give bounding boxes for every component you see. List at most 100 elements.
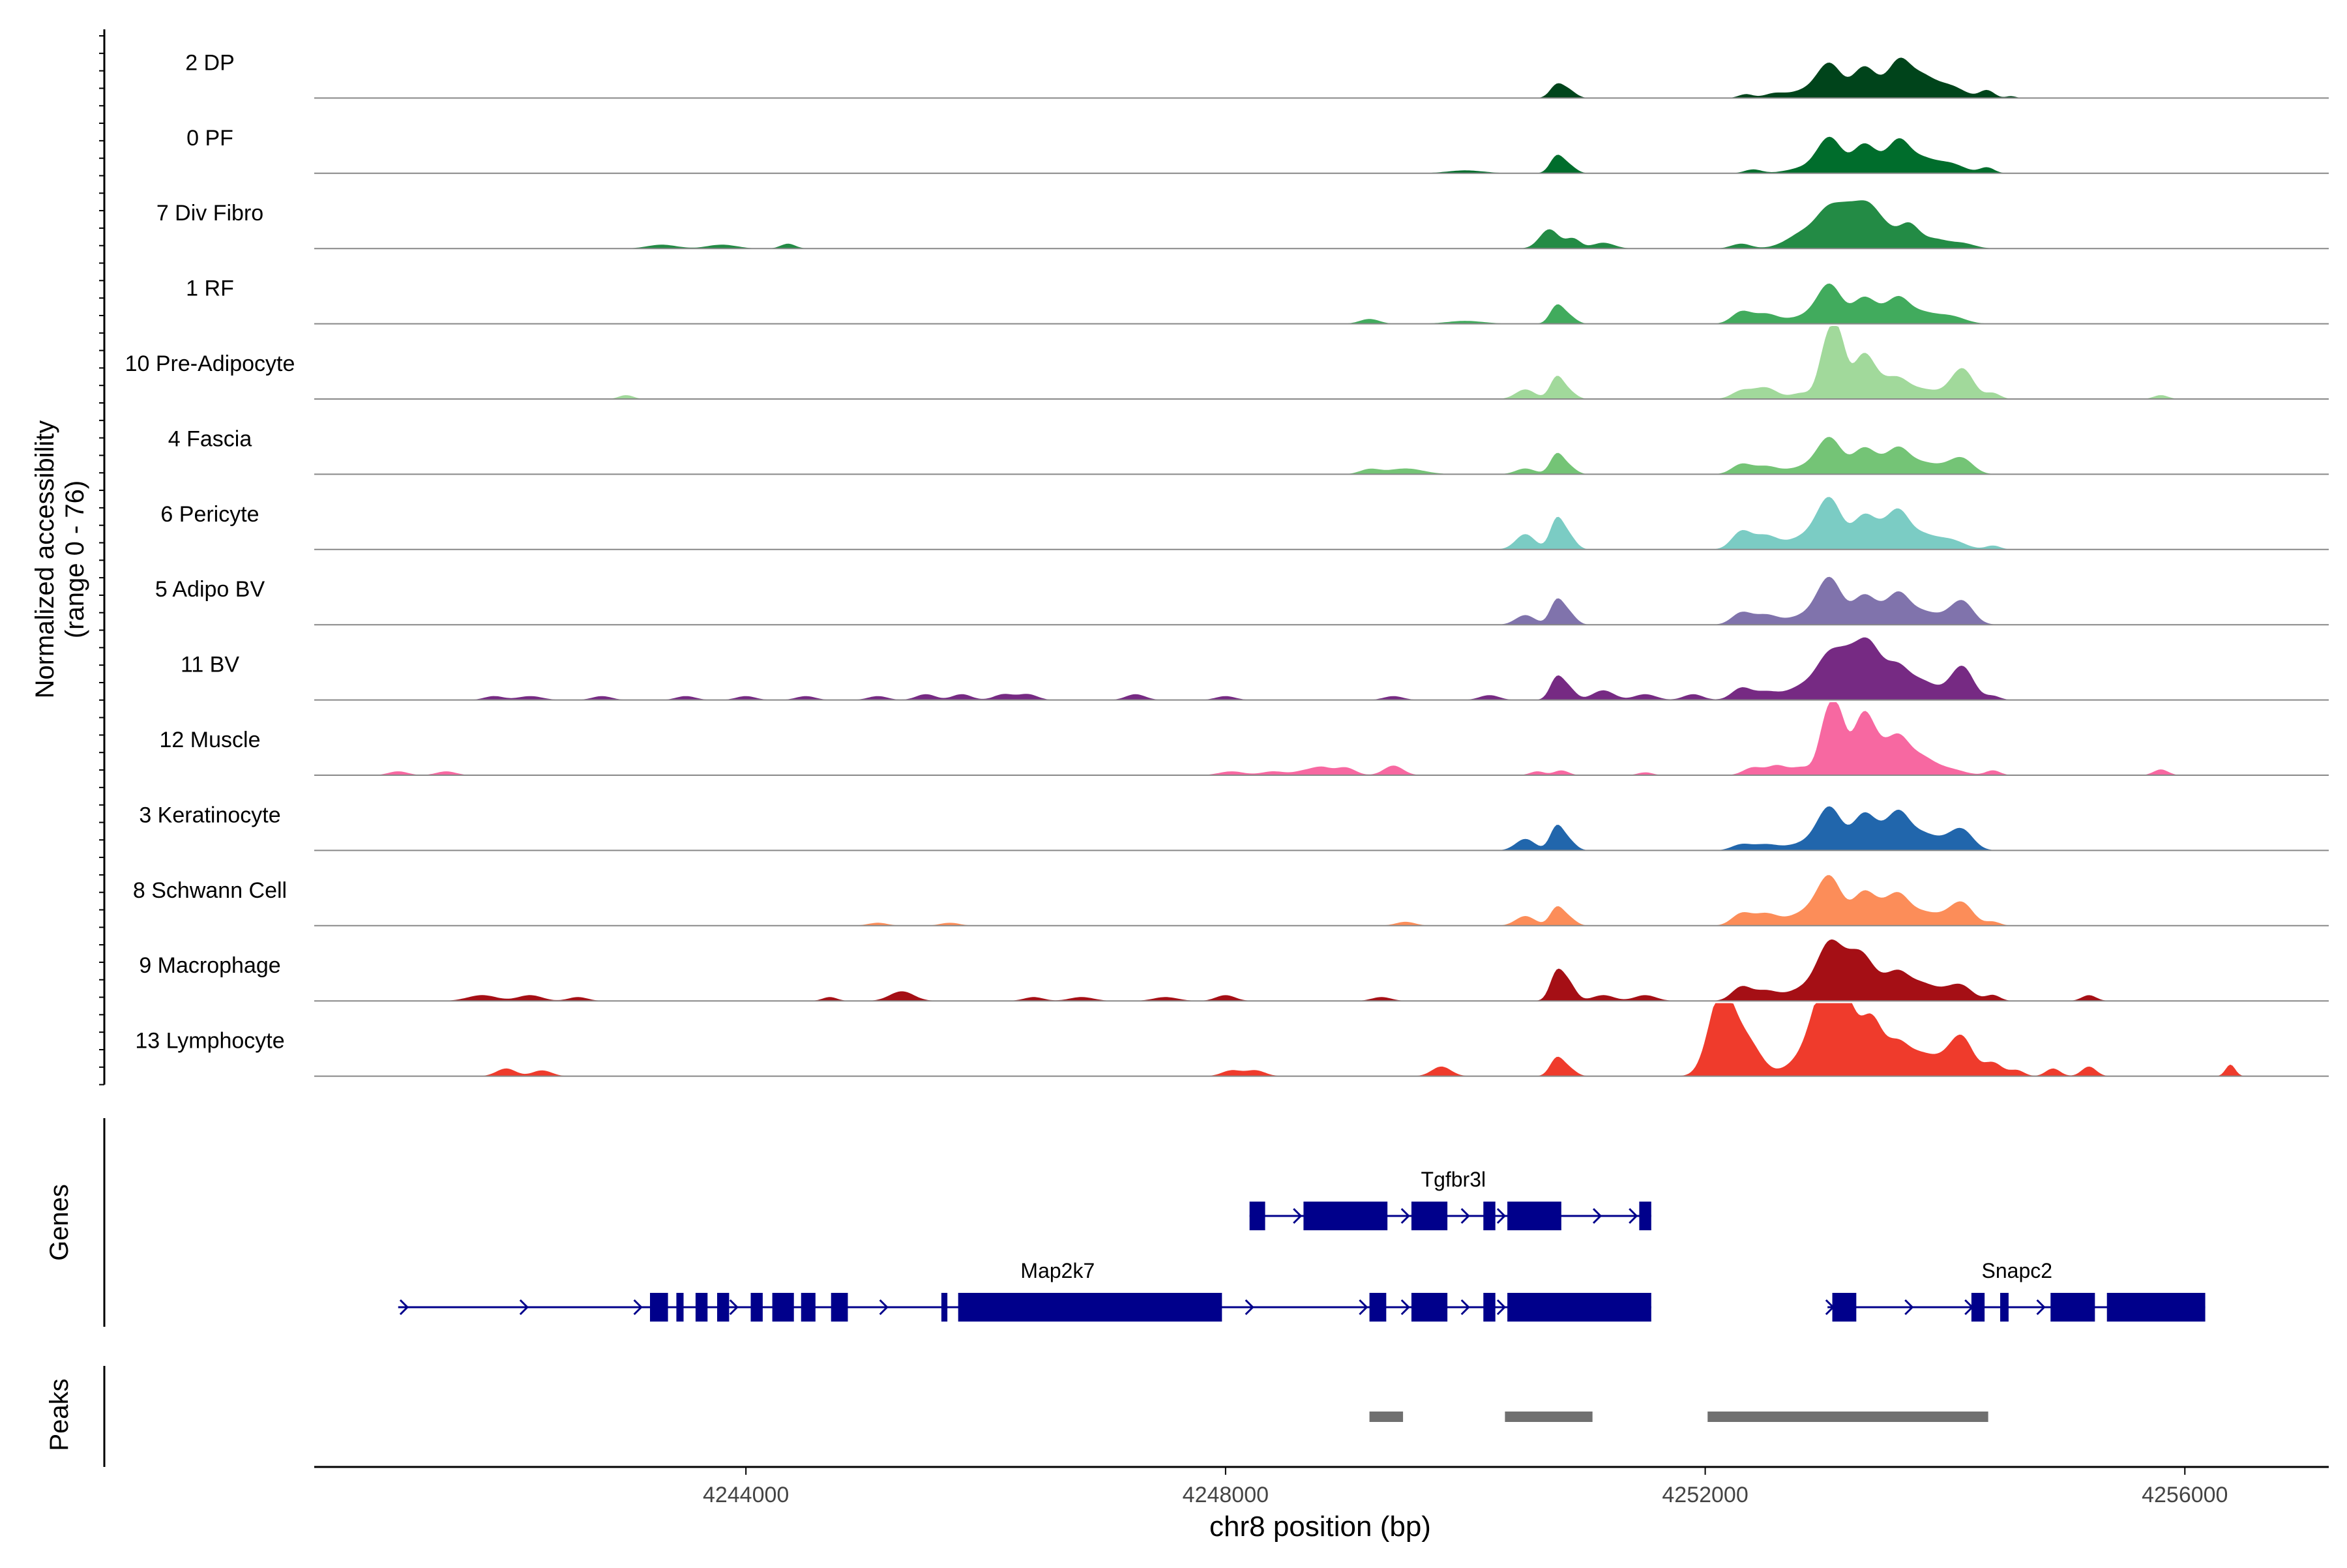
- track-label: 0 PF: [186, 126, 233, 151]
- strand-arrow: [1400, 1207, 1410, 1224]
- strand-arrow: [1629, 1207, 1638, 1224]
- gene-exon: [717, 1293, 730, 1322]
- gene-tgfbr3l: Tgfbr3l: [1249, 1168, 1651, 1230]
- strand-arrow: [2036, 1299, 2046, 1316]
- peaks-track-label: Peaks: [45, 1378, 74, 1451]
- track-9-macrophage: 9 Macrophage: [139, 939, 2329, 1002]
- coverage-area: [314, 497, 2329, 550]
- coverage-area: [314, 57, 2329, 98]
- strand-arrow: [1592, 1207, 1602, 1224]
- x-tick-label: 4244000: [703, 1483, 789, 1507]
- strand-arrow: [1496, 1299, 1507, 1316]
- track-label: 7 Div Fibro: [156, 201, 263, 226]
- track-6-pericyte: 6 Pericyte: [160, 497, 2329, 550]
- gene-label: Tgfbr3l: [1421, 1168, 1486, 1191]
- strand-arrow: [879, 1299, 889, 1316]
- coverage-area: [314, 437, 2329, 475]
- track-label: 11 BV: [181, 653, 239, 677]
- gene-exon: [772, 1293, 794, 1322]
- gene-exon: [831, 1293, 848, 1322]
- gene-exon: [1971, 1293, 1985, 1322]
- gene-exon: [2050, 1293, 2095, 1322]
- y-axis-label-range: (range 0 - 76): [61, 481, 89, 638]
- x-axis-label: chr8 position (bp): [1209, 1511, 1431, 1543]
- gene-exon: [2000, 1293, 2009, 1322]
- track-3-keratinocyte: 3 Keratinocyte: [139, 803, 2329, 851]
- track-label: 8 Schwann Cell: [133, 878, 287, 903]
- strand-arrow: [1460, 1207, 1470, 1224]
- track-2-dp: 2 DP: [185, 50, 2329, 99]
- strand-arrow: [729, 1299, 739, 1316]
- gene-exon: [2106, 1293, 2206, 1322]
- coverage-area: [314, 576, 2329, 625]
- gene-exon: [695, 1293, 708, 1322]
- coverage-area: [314, 806, 2329, 851]
- coverage-area: [314, 136, 2329, 173]
- axes: 4244000 4248000 4252000 4256000: [99, 29, 2329, 1507]
- track-7-div-fibro: 7 Div Fibro: [156, 200, 2329, 250]
- track-4-fascia: 4 Fascia: [168, 426, 2329, 475]
- y-axis-label: Normalized accessibility: [31, 421, 59, 699]
- strand-arrow: [519, 1299, 529, 1316]
- gene-exon: [1832, 1293, 1857, 1322]
- coverage-area: [314, 326, 2329, 399]
- gene-exon: [1303, 1202, 1388, 1230]
- gene-snapc2: Snapc2: [1825, 1259, 2206, 1322]
- strand-arrow: [1359, 1299, 1368, 1316]
- gene-exon: [958, 1293, 1222, 1322]
- track-12-muscle: 12 Muscle: [160, 702, 2329, 776]
- track-13-lymphocyte: 13 Lymphocyte: [135, 1003, 2329, 1077]
- x-tick-label: 4252000: [1662, 1483, 1748, 1507]
- coverage-area: [314, 637, 2329, 700]
- track-label: 12 Muscle: [160, 728, 261, 752]
- gene-exon: [650, 1293, 668, 1322]
- track-10-pre-adipocyte: 10 Pre-Adipocyte: [125, 326, 2329, 400]
- gene-map2k7: Map2k7: [398, 1259, 1651, 1322]
- track-8-schwann-cell: 8 Schwann Cell: [133, 875, 2329, 926]
- track-label: 10 Pre-Adipocyte: [125, 351, 295, 376]
- coverage-tracks: 2 DP 0 PF 7 Div Fibro 1 RF 10 Pre-Adipocyte 4…: [125, 50, 2329, 1077]
- coverage-area: [314, 283, 2329, 324]
- peak-track: [1369, 1412, 1988, 1422]
- gene-exon: [1483, 1293, 1496, 1322]
- gene-exon: [1411, 1202, 1448, 1230]
- coverage-area: [314, 939, 2329, 1001]
- strand-arrow: [1293, 1207, 1303, 1224]
- gene-exon: [1369, 1293, 1387, 1322]
- coverage-area: [314, 1003, 2329, 1076]
- strand-arrow: [633, 1299, 643, 1316]
- gene-exon: [1249, 1202, 1265, 1230]
- track-label: 2 DP: [185, 50, 235, 75]
- gene-label: Map2k7: [1020, 1259, 1095, 1282]
- x-tick-label: 4256000: [2142, 1483, 2228, 1507]
- gene-label: Snapc2: [1982, 1259, 2053, 1282]
- track-label: 1 RF: [186, 276, 234, 301]
- coverage-area: [314, 702, 2329, 775]
- coverage-area: [314, 875, 2329, 926]
- gene-exon: [1639, 1202, 1651, 1230]
- strand-arrow: [1496, 1207, 1507, 1224]
- gene-track: Tgfbr3l Map2k7 Snapc2: [398, 1168, 2206, 1322]
- track-label: 6 Pericyte: [160, 502, 259, 527]
- gene-exon: [941, 1293, 948, 1322]
- track-label: 13 Lymphocyte: [135, 1029, 284, 1054]
- strand-arrow: [399, 1299, 409, 1316]
- gene-exon: [750, 1293, 763, 1322]
- track-5-adipo-bv: 5 Adipo BV: [155, 576, 2329, 626]
- gene-exon: [676, 1293, 684, 1322]
- peak-region: [1707, 1412, 1988, 1422]
- gene-exon: [801, 1293, 816, 1322]
- gene-exon: [1507, 1202, 1561, 1230]
- track-label: 4 Fascia: [168, 426, 252, 451]
- track-0-pf: 0 PF: [186, 126, 2329, 174]
- track-1-rf: 1 RF: [186, 276, 2329, 325]
- genes-track-label: Genes: [45, 1184, 74, 1261]
- gene-exon: [1483, 1202, 1496, 1230]
- strand-arrow: [1245, 1299, 1254, 1316]
- strand-arrow: [1904, 1299, 1914, 1316]
- strand-arrow: [1460, 1299, 1470, 1316]
- coverage-area: [314, 200, 2329, 249]
- gene-exon: [1507, 1293, 1651, 1322]
